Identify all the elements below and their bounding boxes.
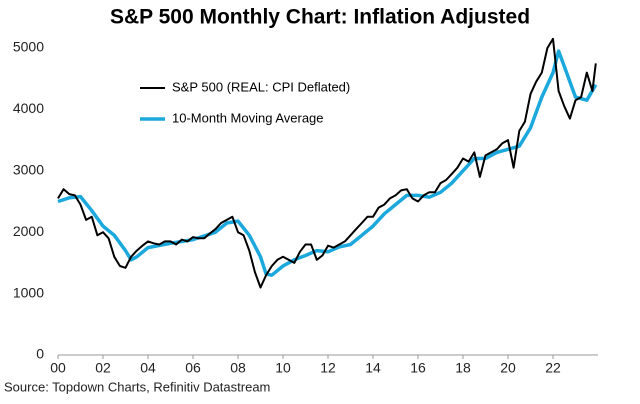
x-tick-label: 08 [230, 360, 246, 376]
x-tick-label: 18 [455, 360, 471, 376]
legend-label: 10-Month Moving Average [172, 110, 324, 125]
x-tick-label: 12 [320, 360, 336, 376]
x-tick-label: 22 [545, 360, 561, 376]
x-tick-label: 16 [410, 360, 426, 376]
x-tick-label: 00 [50, 360, 66, 376]
series-line [57, 49, 598, 277]
source-note: Source: Topdown Charts, Refinitiv Datast… [4, 379, 270, 394]
x-tick-label: 04 [140, 360, 156, 376]
y-tick-label: 0 [36, 346, 44, 362]
y-tick-label: 4000 [13, 100, 44, 116]
y-tick-label: 5000 [13, 39, 44, 55]
chart-title: S&P 500 Monthly Chart: Inflation Adjuste… [110, 6, 530, 29]
y-tick-label: 2000 [13, 223, 44, 239]
x-tick-label: 14 [365, 360, 381, 376]
x-tick-label: 10 [275, 360, 291, 376]
y-tick-label: 3000 [13, 162, 44, 178]
series-line [57, 37, 597, 289]
x-tick-label: 06 [185, 360, 201, 376]
y-tick-label: 1000 [13, 284, 44, 300]
legend-label: S&P 500 (REAL: CPI Deflated) [172, 79, 350, 94]
x-tick-label: 02 [95, 360, 111, 376]
x-tick-label: 20 [500, 360, 516, 376]
